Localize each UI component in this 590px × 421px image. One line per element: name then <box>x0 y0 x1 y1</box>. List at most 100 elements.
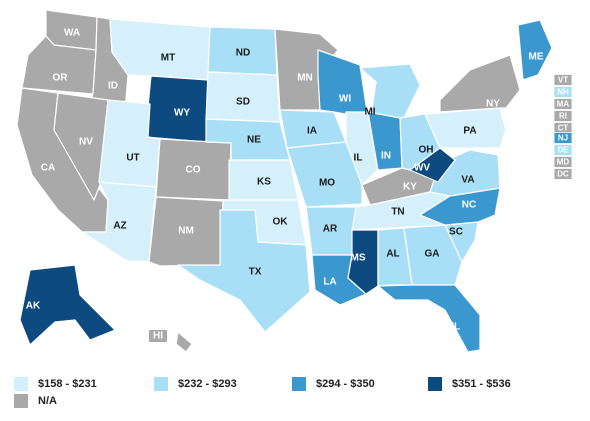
tag-label-ri: RI <box>559 112 567 121</box>
state-label-ak: AK <box>26 301 41 312</box>
state-ga <box>403 224 463 286</box>
legend-item-1: $158 - $231 <box>14 376 97 392</box>
tag-box-nj <box>553 132 573 144</box>
state-label-nm: NM <box>178 226 194 237</box>
state-label-ks: KS <box>257 177 271 188</box>
state-nv <box>53 92 109 201</box>
tag-box-de <box>553 144 573 156</box>
state-label-ga: GA <box>425 249 440 260</box>
state-label-pa: PA <box>463 126 476 137</box>
state-mo <box>286 141 363 208</box>
legend-label-5: N/A <box>38 395 57 407</box>
state-fl <box>377 284 481 353</box>
state-label-ia: IA <box>307 126 317 137</box>
tag-label-md: MD <box>557 158 570 167</box>
state-label-ky: KY <box>403 182 417 193</box>
state-il <box>345 111 379 186</box>
state-label-or: OR <box>53 73 69 84</box>
state-label-il: IL <box>354 153 363 164</box>
tag-box-dc <box>553 168 573 180</box>
legend-swatch-2 <box>154 377 168 391</box>
state-me <box>517 19 553 81</box>
legend-swatch-1 <box>14 377 28 391</box>
tag-box-md <box>553 156 573 168</box>
state-label-va: VA <box>461 175 474 186</box>
legend-item-4: $351 - $536 <box>428 376 511 392</box>
tag-ma: MA <box>553 98 573 110</box>
state-tx <box>177 209 311 333</box>
state-label-mt: MT <box>161 53 175 64</box>
tag-label-ma: MA <box>557 100 570 109</box>
state-label-nc: NC <box>462 200 476 211</box>
tag-nj: NJ <box>553 132 573 144</box>
state-label-box-hi <box>149 330 167 342</box>
tag-label-dc: DC <box>557 170 569 179</box>
state-mt <box>109 18 211 81</box>
state-label-sd: SD <box>236 97 250 108</box>
state-label-wa: WA <box>64 28 80 39</box>
state-label-ar: AR <box>323 224 338 235</box>
legend-label-2: $232 - $293 <box>178 378 237 390</box>
state-label-mi: MI <box>364 107 375 118</box>
states-layer <box>16 9 553 353</box>
state-label-ne: NE <box>247 135 261 146</box>
legend-swatch-5 <box>14 394 28 408</box>
state-label-ny: NY <box>486 99 500 110</box>
state-az <box>81 181 157 263</box>
tag-ri: RI <box>553 110 573 122</box>
tag-label-de: DE <box>557 146 569 155</box>
state-label-sc: SC <box>449 227 463 238</box>
tag-label-ct: CT <box>558 124 569 133</box>
state-label-mn: MN <box>297 73 313 84</box>
state-label-oh: OH <box>419 145 434 156</box>
legend: $158 - $231 $232 - $293 $294 - $350 $351… <box>0 376 590 416</box>
legend-label-4: $351 - $536 <box>452 378 511 390</box>
state-label-ms: MS <box>351 253 366 264</box>
state-label-ut: UT <box>126 153 139 164</box>
legend-label-3: $294 - $350 <box>316 378 375 390</box>
tag-box-nh <box>553 86 573 98</box>
tag-box-vt <box>553 74 573 86</box>
tag-box-ri <box>553 110 573 122</box>
state-label-wy: WY <box>174 108 190 119</box>
state-label-wi: WI <box>339 94 351 105</box>
legend-item-3: $294 - $350 <box>292 376 375 392</box>
state-label-fl: FL <box>448 322 460 333</box>
state-label-id: ID <box>108 81 118 92</box>
state-label-co: CO <box>186 165 201 176</box>
state-label-wv: WV <box>414 163 430 174</box>
state-label-nd: ND <box>236 48 250 59</box>
legend-swatch-4 <box>428 377 442 391</box>
legend-item-2: $232 - $293 <box>154 376 237 392</box>
tag-vt: VT <box>553 74 573 86</box>
state-label-tx: TX <box>249 267 262 278</box>
state-label-mo: MO <box>319 178 335 189</box>
state-label-in: IN <box>381 151 391 162</box>
state-hi <box>175 331 193 353</box>
state-label-tn: TN <box>391 207 404 218</box>
tag-label-nj: NJ <box>558 134 568 143</box>
state-label-ok: OK <box>273 217 289 228</box>
state-label-hi: HI <box>153 331 163 342</box>
state-ak <box>19 264 116 346</box>
tag-label-vt: VT <box>558 76 568 85</box>
state-wv <box>409 147 456 183</box>
state-label-al: AL <box>386 249 399 260</box>
state-label-az: AZ <box>113 221 126 232</box>
tag-ct: CT <box>553 122 573 134</box>
us-choropleth-map: WA OR CA ID NV MT WY UT AZ CO NM ND SD NE KS OK TX MN IA MO… <box>16 9 573 353</box>
tag-dc: DC <box>553 168 573 180</box>
state-label-ca: CA <box>41 163 55 174</box>
state-labels-layer: WA OR CA ID NV MT WY UT AZ CO NM ND SD NE KS OK TX MN IA MO… <box>26 28 544 342</box>
state-label-nv: NV <box>79 137 93 148</box>
state-label-me: ME <box>529 52 544 63</box>
tag-nh: NH <box>553 86 573 98</box>
state-wi <box>317 49 369 119</box>
tag-de: DE <box>553 144 573 156</box>
tag-label-nh: NH <box>557 88 569 97</box>
legend-label-1: $158 - $231 <box>38 378 97 390</box>
tag-md: MD <box>553 156 573 168</box>
legend-swatch-3 <box>292 377 306 391</box>
state-ny <box>439 54 521 113</box>
